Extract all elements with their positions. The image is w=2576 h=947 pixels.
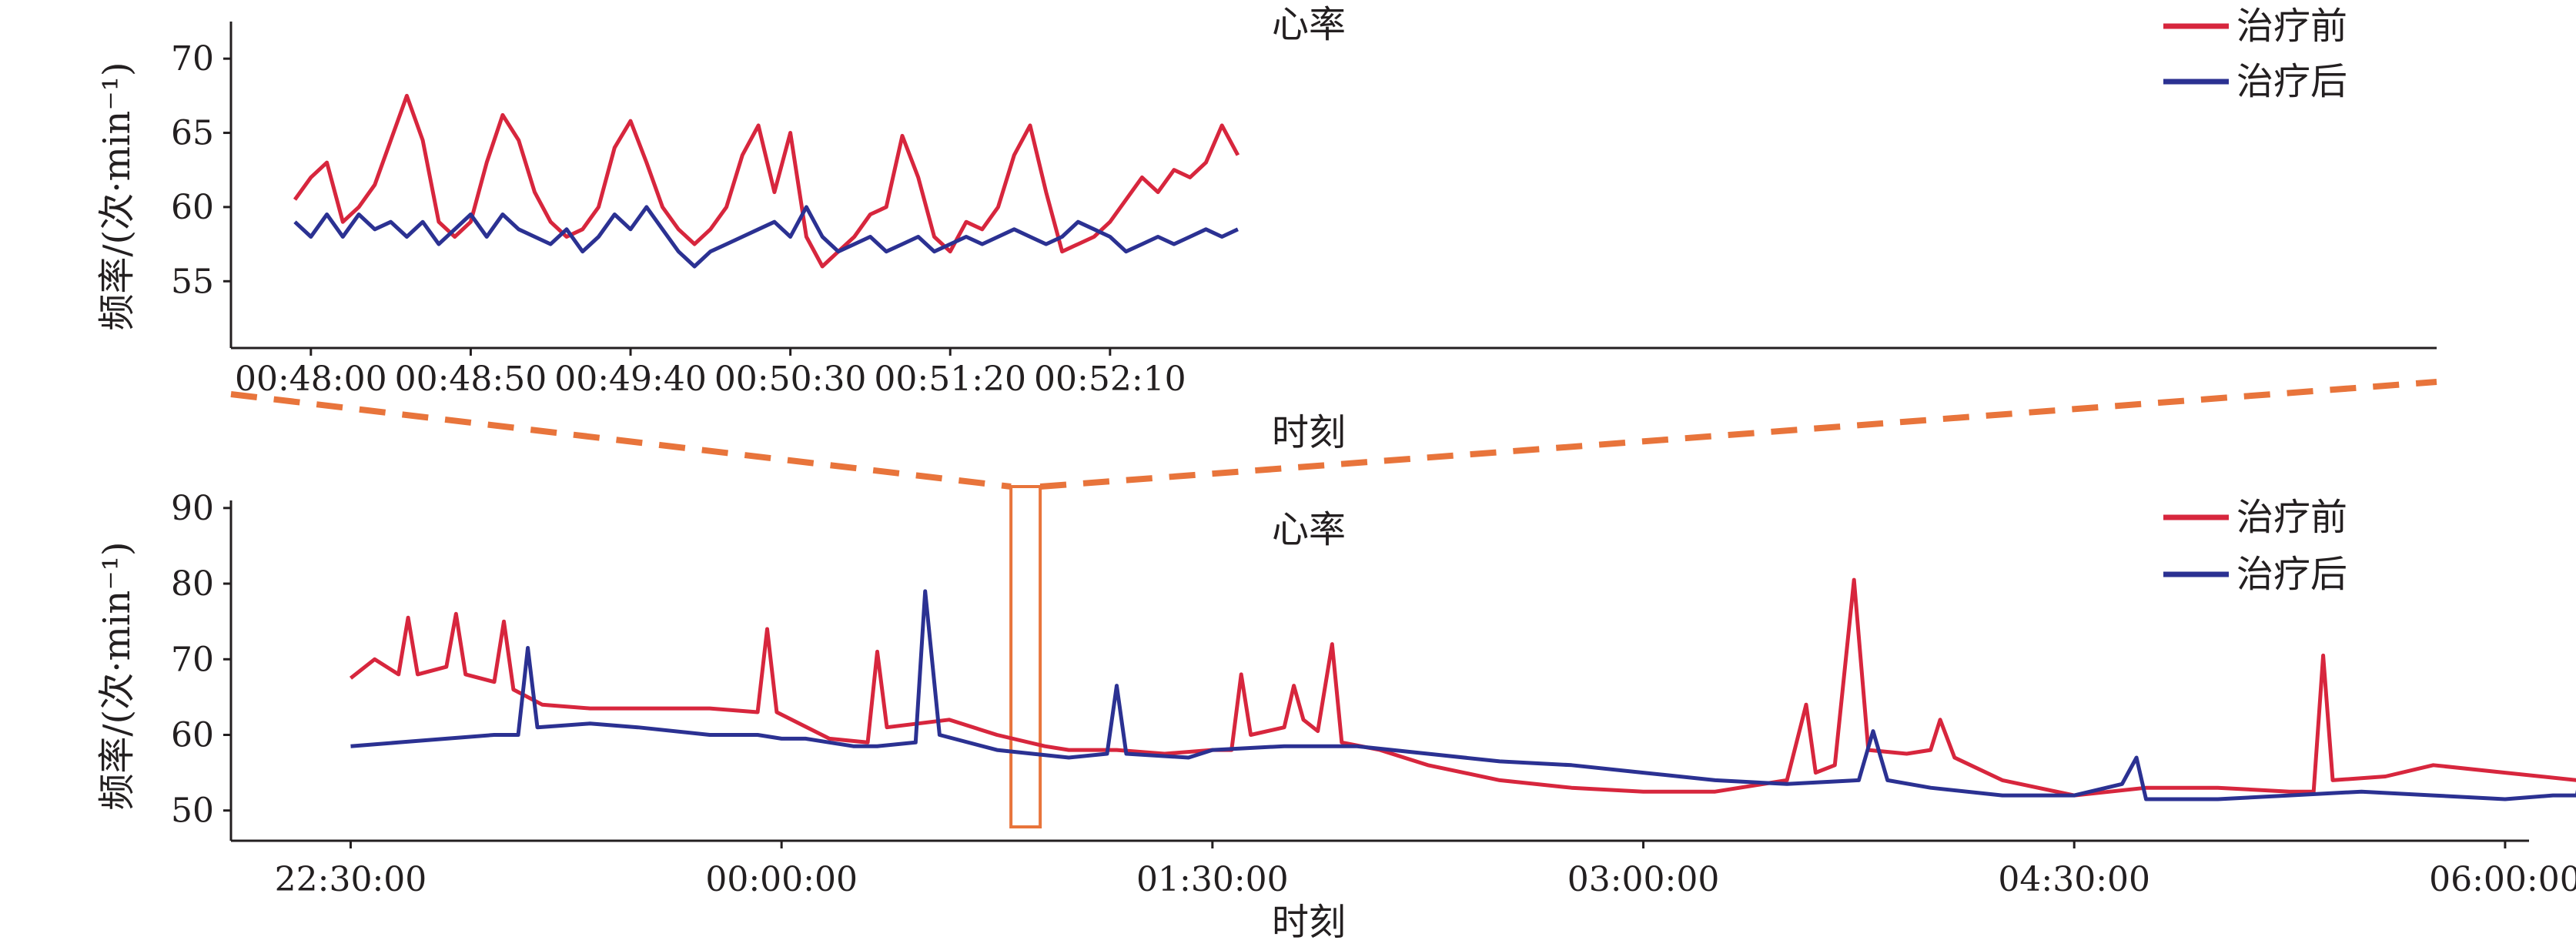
bottom-y-tick-label: 50 (171, 791, 214, 831)
top-y-tick-label: 65 (171, 114, 214, 153)
bottom-x-tick-label: 06:00:00 (2429, 860, 2576, 899)
top-x-tick-label: 00:50:30 (714, 360, 867, 399)
bottom-y-tick-label: 70 (171, 640, 214, 679)
zoom-window-box (1009, 485, 1042, 828)
bottom-series-before-line (349, 577, 2576, 798)
top-ticks: 55 60 65 70 00:48:00 00:48:50 00:49:40 00:50:30… (171, 39, 1186, 399)
bottom-y-axis-label: 频率/(次·min⁻¹) (95, 541, 139, 810)
bottom-heart-rate-chart: 50 60 70 80 90 22:30:00 00:00:00 01:30:00 03:00:… (95, 489, 2576, 944)
top-x-axis-label: 时刻 (1272, 411, 1346, 454)
bottom-legend-before-label: 治疗前 (2236, 496, 2347, 539)
top-y-tick-label: 55 (171, 262, 214, 301)
top-axes (229, 22, 2437, 350)
zoom-connector-right (1039, 379, 2437, 490)
top-x-tick-label: 00:48:00 (235, 360, 387, 399)
bottom-series-after-line (350, 589, 2576, 801)
top-chart-title: 心率 (1272, 3, 1346, 46)
top-y-axis-label: 频率/(次·min⁻¹) (95, 62, 139, 330)
top-x-tick-label: 00:52:10 (1034, 360, 1186, 399)
bottom-x-tick-label: 04:30:00 (1998, 860, 2150, 899)
top-series-group (293, 93, 1240, 269)
bottom-x-tick-label: 22:30:00 (275, 860, 427, 899)
bottom-axes (229, 500, 2529, 842)
bottom-x-tick-label: 03:00:00 (1567, 860, 1720, 899)
top-legend-before-label: 治疗前 (2236, 5, 2347, 48)
zoom-connector (230, 379, 2437, 828)
top-x-tick-label: 00:48:50 (395, 360, 547, 399)
top-heart-rate-chart: 55 60 65 70 00:48:00 00:48:50 00:49:40 00:50:30… (95, 3, 2437, 454)
zoom-connector-left (230, 391, 1012, 490)
bottom-y-tick-label: 80 (171, 564, 214, 604)
bottom-x-axis-label: 时刻 (1272, 901, 1346, 944)
top-x-tick-label: 00:49:40 (554, 360, 707, 399)
bottom-ticks: 50 60 70 80 90 22:30:00 00:00:00 01:30:00 03:00:… (171, 489, 2576, 899)
bottom-legend: 治疗前 治疗后 (2163, 496, 2347, 596)
bottom-chart-title: 心率 (1272, 508, 1346, 551)
bottom-y-tick-label: 90 (171, 489, 214, 528)
bottom-series-group (349, 577, 2576, 801)
top-legend: 治疗前 治疗后 (2163, 5, 2347, 103)
top-y-tick-label: 60 (171, 188, 214, 227)
bottom-x-tick-label: 01:30:00 (1136, 860, 1289, 899)
bottom-x-tick-label: 00:00:00 (705, 860, 858, 899)
top-legend-after-label: 治疗后 (2236, 60, 2347, 103)
top-series-after-line (293, 205, 1239, 269)
top-y-tick-label: 70 (171, 39, 214, 79)
bottom-y-tick-label: 60 (171, 715, 214, 755)
bottom-legend-after-label: 治疗后 (2236, 553, 2347, 596)
top-x-tick-label: 00:51:20 (874, 360, 1026, 399)
